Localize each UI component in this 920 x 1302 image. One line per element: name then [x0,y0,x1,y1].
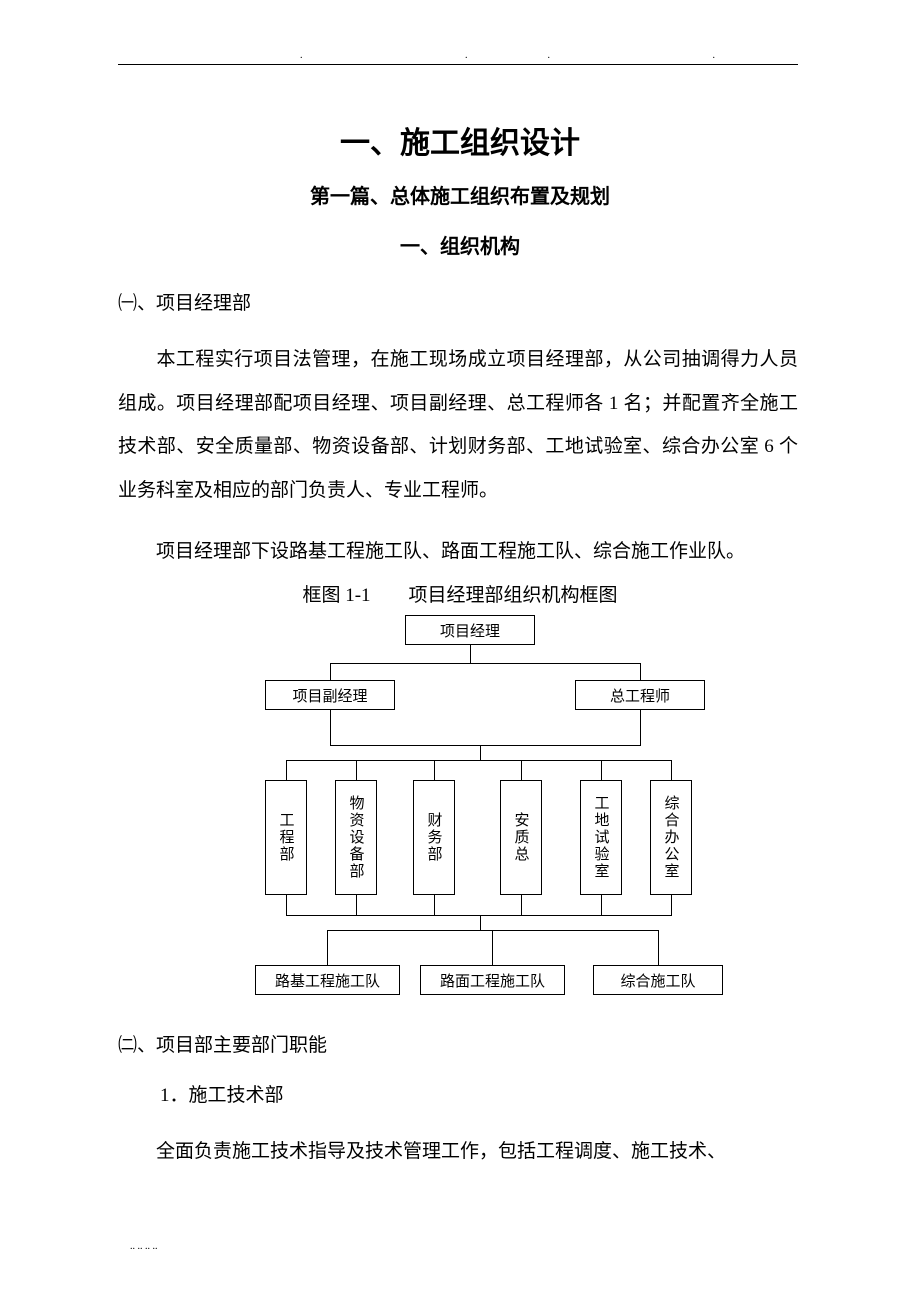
org-chart: 项目经理 项目副经理 总工程师 工程部 物资设备部 财务部 安质总 工地试验室 … [255,615,755,1025]
line-d6-down [671,895,672,915]
section-b-sub: 1．施工技术部 [160,1080,284,1107]
line-d4-up [521,760,522,780]
node-deputy: 项目副经理 [265,680,395,710]
line-d2-up [356,760,357,780]
title-sub2: 一、组织机构 [0,230,920,259]
line-d6-up [671,760,672,780]
node-dept-1: 工程部 [265,780,307,895]
node-dept-3: 财务部 [413,780,455,895]
line-d5-up [601,760,602,780]
line-dept-bottom-bus [286,915,672,916]
line-t1-up [327,930,328,965]
section-a-para1: 本工程实行项目法管理，在施工现场成立项目经理部，从公司抽调得力人员组成。项目经理… [118,338,798,513]
title-main: 一、施工组织设计 [0,118,920,162]
section-b-heading: ㈡、项目部主要部门职能 [118,1030,327,1057]
line-team-bus [327,930,659,931]
line-d3-up [434,760,435,780]
section-b-para: 全面负责施工技术指导及技术管理工作，包括工程调度、施工技术、 [118,1130,798,1174]
para2-text: 项目经理部下设路基工程施工队、路面工程施工队、综合施工作业队。 [156,541,745,562]
header-dots: . .. . [300,50,795,61]
line-d4-down [521,895,522,915]
line-l2b-down [640,710,641,745]
section-a-para2: 项目经理部下设路基工程施工队、路面工程施工队、综合施工作业队。 [118,530,798,574]
footer-dots: .. .. .. .. [130,1241,158,1252]
line-t3-up [658,930,659,965]
line-dept-bus [286,760,672,761]
para3-text: 全面负责施工技术指导及技术管理工作，包括工程调度、施工技术、 [156,1141,726,1162]
line-d5-down [601,895,602,915]
line-l2-join [330,745,641,746]
node-dept-4: 安质总 [500,780,542,895]
line-l2b-up [640,663,641,680]
node-team-3: 综合施工队 [593,965,723,995]
line-d1-down [286,895,287,915]
node-team-1: 路基工程施工队 [255,965,400,995]
header-rule [118,64,798,65]
node-root: 项目经理 [405,615,535,645]
line-l2a-up [330,663,331,680]
line-root-down [470,645,471,663]
title-sub1: 第一篇、总体施工组织布置及规划 [0,180,920,209]
node-dept-6: 综合办公室 [650,780,692,895]
line-t2-up [492,930,493,965]
node-dept-5: 工地试验室 [580,780,622,895]
node-dept-2: 物资设备部 [335,780,377,895]
para1-text: 本工程实行项目法管理，在施工现场成立项目经理部，从公司抽调得力人员组成。项目经理… [118,349,798,501]
node-engineer: 总工程师 [575,680,705,710]
chart-title: 框图 1-1 项目经理部组织机构框图 [0,580,920,607]
line-dept-stem [480,745,481,760]
line-team-stem [480,915,481,930]
line-d3-down [434,895,435,915]
section-a-heading: ㈠、项目经理部 [118,288,251,315]
line-l2-bus [330,663,640,664]
line-d2-down [356,895,357,915]
line-l2a-down [330,710,331,745]
node-team-2: 路面工程施工队 [420,965,565,995]
line-d1-up [286,760,287,780]
